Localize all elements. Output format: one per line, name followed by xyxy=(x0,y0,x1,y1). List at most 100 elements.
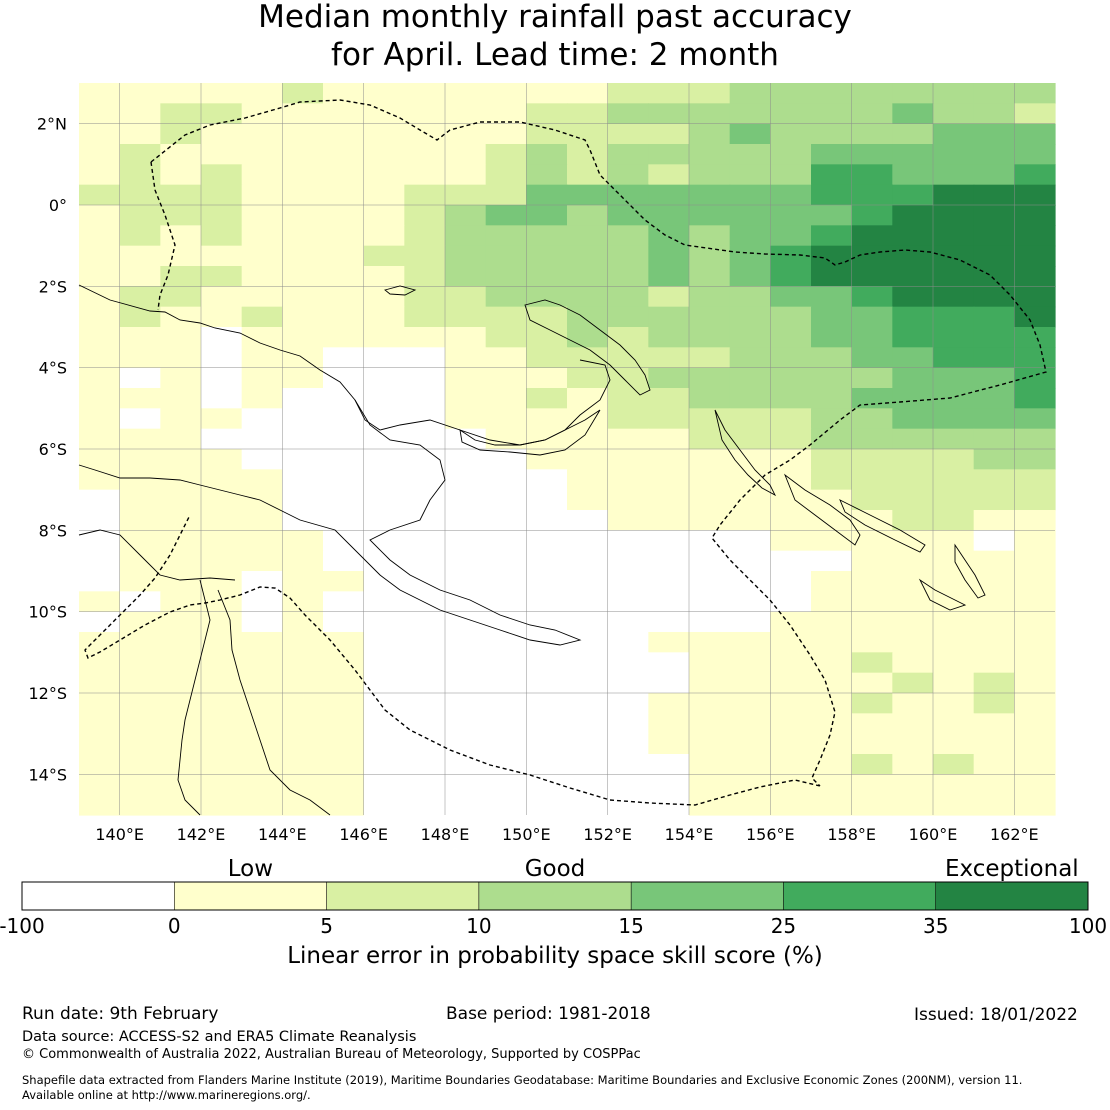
grid-cell xyxy=(770,449,812,470)
grid-cell xyxy=(79,693,121,714)
grid-cell xyxy=(445,286,487,308)
grid-cell xyxy=(892,591,934,613)
grid-cell xyxy=(811,672,853,694)
grid-cell xyxy=(811,205,853,226)
grid-cell xyxy=(851,550,893,572)
grid-cell xyxy=(892,489,934,511)
grid-cell xyxy=(648,632,690,653)
grid-cell xyxy=(567,530,609,552)
grid-cell xyxy=(892,713,934,735)
grid-cell xyxy=(526,144,568,165)
grid-cell xyxy=(282,388,324,409)
run-date: Run date: 9th February xyxy=(22,1004,219,1024)
grid-cell xyxy=(811,733,853,755)
grid-cell xyxy=(1014,103,1056,125)
grid-cell xyxy=(404,652,446,674)
grid-cell xyxy=(201,733,243,755)
grid-cell xyxy=(933,388,975,409)
grid-cell xyxy=(119,510,161,531)
grid-cell xyxy=(160,754,202,775)
grid-cell xyxy=(933,306,975,328)
grid-cell xyxy=(404,733,446,755)
grid-cell xyxy=(729,225,771,247)
grid-cell xyxy=(404,510,446,531)
grid-cell xyxy=(851,367,893,389)
grid-cell xyxy=(241,184,283,206)
grid-cell xyxy=(241,388,283,409)
grid-cell xyxy=(770,225,812,247)
grid-cell xyxy=(526,733,568,755)
colorbar-frame xyxy=(21,881,1089,911)
grid-cell xyxy=(201,571,243,592)
grid-cell xyxy=(607,652,649,674)
grid-cell xyxy=(241,611,283,633)
grid-cell xyxy=(241,733,283,755)
grid-cell xyxy=(363,774,405,796)
grid-cell xyxy=(282,672,324,694)
grid-cell xyxy=(526,225,568,247)
grid-cell xyxy=(282,550,324,572)
grid-cell xyxy=(282,733,324,755)
grid-cell xyxy=(485,286,527,308)
coastline-bougainville xyxy=(714,409,777,497)
grid-cell xyxy=(241,632,283,653)
coastline-cape-york xyxy=(177,579,211,816)
grid-cell xyxy=(689,672,731,694)
grid-cell xyxy=(363,388,405,409)
grid-cell xyxy=(648,388,690,409)
longitude-tick-label: 160°E xyxy=(909,825,958,844)
grid-cell xyxy=(1014,571,1056,592)
grid-cell xyxy=(282,530,324,552)
grid-cell xyxy=(689,347,731,369)
grid-cell xyxy=(811,123,853,145)
coastline-new-ireland xyxy=(459,409,601,456)
grid-cell xyxy=(282,489,324,511)
grid-cell xyxy=(648,205,690,226)
grid-cell xyxy=(770,510,812,531)
grid-cell xyxy=(811,652,853,674)
grid-cell xyxy=(892,347,934,369)
coastline-cape-york-east xyxy=(217,589,331,816)
grid-cell xyxy=(241,367,283,389)
copyright-notice: © Commonwealth of Australia 2022, Austra… xyxy=(22,1047,641,1062)
grid-cell xyxy=(485,83,527,104)
grid-cell xyxy=(811,449,853,470)
grid-cell xyxy=(689,591,731,613)
grid-cell xyxy=(363,571,405,592)
grid-cell xyxy=(770,164,812,186)
grid-cell xyxy=(607,408,649,430)
grid-cell xyxy=(729,652,771,674)
grid-cell xyxy=(607,144,649,165)
grid-cell xyxy=(201,306,243,328)
grid-cell xyxy=(485,733,527,755)
grid-cell xyxy=(445,571,487,592)
grid-cell xyxy=(851,306,893,328)
grid-cell xyxy=(79,184,121,206)
grid-cell xyxy=(770,205,812,226)
grid-cell xyxy=(851,144,893,165)
grid-cell xyxy=(607,347,649,369)
grid-cell xyxy=(282,611,324,633)
latitude-tick-label: 6°S xyxy=(39,440,67,459)
colorbar-segment xyxy=(478,882,632,910)
grid-cell xyxy=(79,469,121,491)
longitude-tick-label: 142°E xyxy=(177,825,226,844)
grid-cell xyxy=(241,713,283,735)
grid-cell xyxy=(79,123,121,145)
grid-cell xyxy=(485,794,527,816)
grid-cell xyxy=(933,571,975,592)
grid-cell xyxy=(323,286,365,308)
grid-cell xyxy=(811,286,853,308)
grid-cell xyxy=(282,225,324,247)
eez-boundary-png xyxy=(84,99,1047,806)
latitude-tick-label: 14°S xyxy=(28,765,67,784)
grid-cell xyxy=(485,205,527,226)
grid-cell xyxy=(119,123,161,145)
eez-boundary xyxy=(84,99,1047,806)
grid-cell xyxy=(689,266,731,287)
grid-cell xyxy=(323,489,365,511)
grid-cell xyxy=(363,469,405,491)
grid-cell xyxy=(851,225,893,247)
grid-cell xyxy=(851,713,893,735)
colorbar-segment xyxy=(22,882,175,910)
